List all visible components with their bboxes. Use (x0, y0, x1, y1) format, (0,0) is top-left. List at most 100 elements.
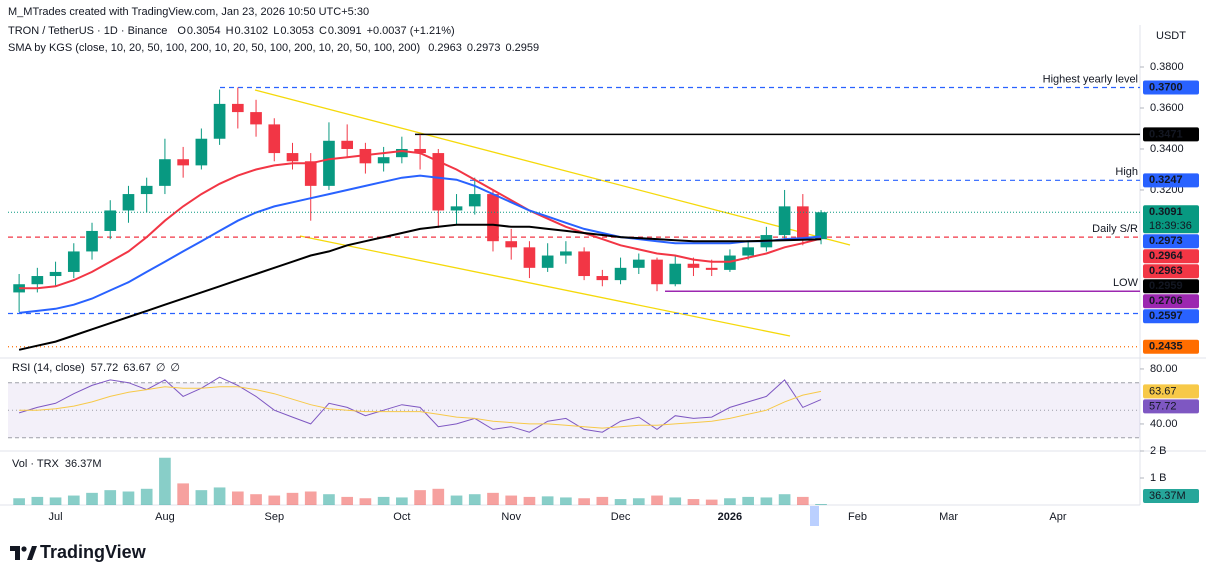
volume-bar (578, 498, 590, 505)
volume-bar (13, 498, 25, 505)
volume-bar (195, 490, 208, 505)
candle-body (468, 194, 481, 207)
volume-bar (86, 492, 98, 505)
x-tick-label: Aug (155, 511, 175, 523)
volume-bar (49, 497, 62, 505)
logo-mark (21, 546, 27, 552)
candle-body (651, 259, 663, 285)
credit-text: M_MTrades created with TradingView.com, … (8, 6, 369, 18)
price-badge-label: 0.2963 (1149, 265, 1183, 277)
ohlc-key: L (273, 25, 279, 37)
candle-body (31, 276, 44, 285)
x-tick-label: Mar (939, 511, 958, 523)
volume-bar (742, 496, 754, 505)
price-badge (1143, 294, 1199, 309)
volume-bar (815, 504, 827, 505)
volume-bar (596, 496, 609, 505)
ohlc-value: 0.3091 (328, 25, 362, 37)
x-tick-label: Oct (393, 511, 410, 523)
level-text: Daily S/R (1092, 223, 1138, 235)
volume-bar (31, 496, 44, 505)
volume-bar (669, 497, 682, 505)
legend-value: 57.72 (91, 362, 119, 374)
volume-bar (796, 496, 809, 505)
candle-body (159, 159, 171, 186)
level-text: LOW (1113, 277, 1139, 289)
volume-bar (341, 496, 354, 505)
ohlc-value: 0.3102 (235, 25, 269, 37)
y-tick-label: 0.3600 (1150, 102, 1184, 114)
candle-body (432, 153, 445, 211)
price-badge (1143, 339, 1199, 354)
indicator-line (18, 223, 822, 351)
channel-upper (254, 89, 851, 246)
price-badge (1143, 264, 1199, 279)
candle-body (796, 206, 809, 240)
volume-bar (687, 499, 700, 505)
candle-body (815, 212, 827, 240)
candle-body (396, 148, 408, 158)
volume-bar (450, 495, 463, 505)
candle-body (724, 255, 736, 270)
ohlc-value: 0.3054 (187, 25, 221, 37)
currency: USDT (1156, 30, 1186, 42)
candle-body (49, 271, 62, 277)
candle-body (669, 263, 682, 285)
candle-body (323, 140, 335, 186)
price-badge (1143, 205, 1199, 234)
indicator-line (19, 149, 822, 290)
candle-body (286, 153, 299, 162)
price-badge-label: 0.2964 (1149, 250, 1184, 262)
legend-value: ∅ (156, 362, 166, 374)
y-tick-label: 80.00 (1150, 363, 1178, 375)
volume-bar (432, 488, 445, 505)
ohlc-value: 0.3053 (280, 25, 314, 37)
indicator-line (18, 174, 822, 314)
volume-bar (523, 496, 536, 505)
volume-bar (778, 494, 791, 505)
volume-bar (614, 499, 627, 505)
candle-body (86, 230, 98, 252)
y-tick-label: 0.3800 (1150, 61, 1184, 73)
rsi-badge-label: 57.72 (1149, 400, 1177, 412)
rsi-badge (1143, 399, 1199, 414)
candle-body (450, 206, 463, 211)
volume-bar (487, 492, 499, 505)
volume-bar (505, 495, 518, 505)
candle-body (213, 103, 226, 139)
rsi-badge (1143, 384, 1199, 399)
volume-bar (705, 499, 718, 505)
logo: TradingView (10, 542, 147, 562)
volume-bar (231, 491, 244, 505)
rsi-badge-label: 63.67 (1149, 385, 1177, 397)
x-tick-label: Dec (611, 511, 631, 523)
price-badge-label: 0.3700 (1149, 81, 1183, 93)
volume-bar (468, 494, 481, 505)
volume-bar (213, 487, 226, 505)
logo-mark (27, 546, 37, 560)
candle-body (505, 241, 518, 248)
pane-title: Vol · TRX (12, 458, 60, 470)
y-tick-label: 1 B (1150, 472, 1167, 484)
legend-value: 36.37M (65, 458, 102, 470)
candle-body (195, 138, 208, 166)
volume-bar (250, 494, 262, 505)
candle-body (341, 140, 354, 149)
candle-body (705, 267, 718, 270)
candle-body (122, 194, 135, 211)
price-badge (1143, 80, 1199, 95)
price-badge-label: 0.3247 (1149, 174, 1183, 186)
indicator-line (19, 386, 822, 429)
volume-bar (104, 490, 117, 505)
volume-badge (1143, 489, 1199, 503)
ohlc-key: O (177, 25, 186, 37)
volume-bar (724, 498, 736, 505)
candle-body (250, 112, 262, 125)
symbol: TRON / TetherUS · 1D · Binance (8, 25, 167, 37)
candle-body (377, 157, 390, 164)
price-badge (1143, 309, 1199, 324)
volume-bar (268, 495, 281, 505)
level-text: Highest yearly level (1043, 73, 1138, 85)
x-tick-label: Sep (264, 511, 284, 523)
